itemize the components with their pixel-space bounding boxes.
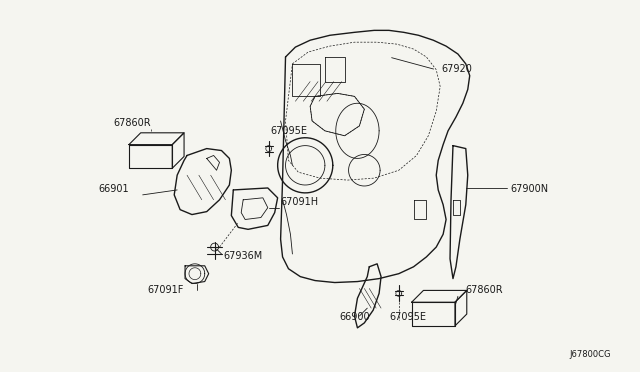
Text: 66901: 66901 xyxy=(99,184,129,194)
Text: 67860R: 67860R xyxy=(466,285,504,295)
Text: 67860R: 67860R xyxy=(113,118,151,128)
Text: 67095E: 67095E xyxy=(389,312,426,322)
Text: 67095E: 67095E xyxy=(271,126,308,136)
Text: 67900N: 67900N xyxy=(510,184,548,194)
Text: 67091F: 67091F xyxy=(148,285,184,295)
Text: 67936M: 67936M xyxy=(223,251,262,261)
Text: 66900: 66900 xyxy=(340,312,371,322)
Text: J67800CG: J67800CG xyxy=(569,350,611,359)
Text: 67920: 67920 xyxy=(441,64,472,74)
Text: 67091H: 67091H xyxy=(280,197,319,207)
